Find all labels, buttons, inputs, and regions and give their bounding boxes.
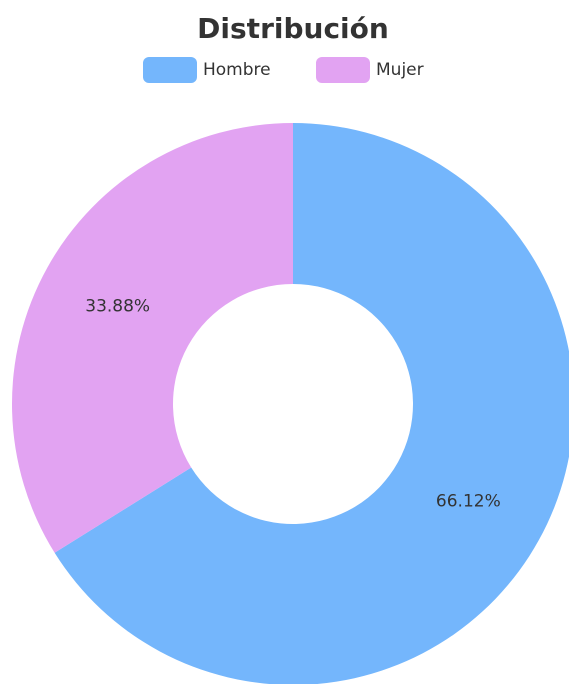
legend-label: Mujer <box>376 60 424 80</box>
legend-swatch <box>143 57 197 83</box>
chart-title: Distribución <box>197 12 389 45</box>
value-label: 33.88% <box>85 297 150 317</box>
legend-label: Hombre <box>203 60 271 80</box>
donut-slice <box>54 123 569 684</box>
donut-slice <box>12 123 294 553</box>
value-label: 66.12% <box>436 491 501 511</box>
legend-swatch <box>316 57 370 83</box>
